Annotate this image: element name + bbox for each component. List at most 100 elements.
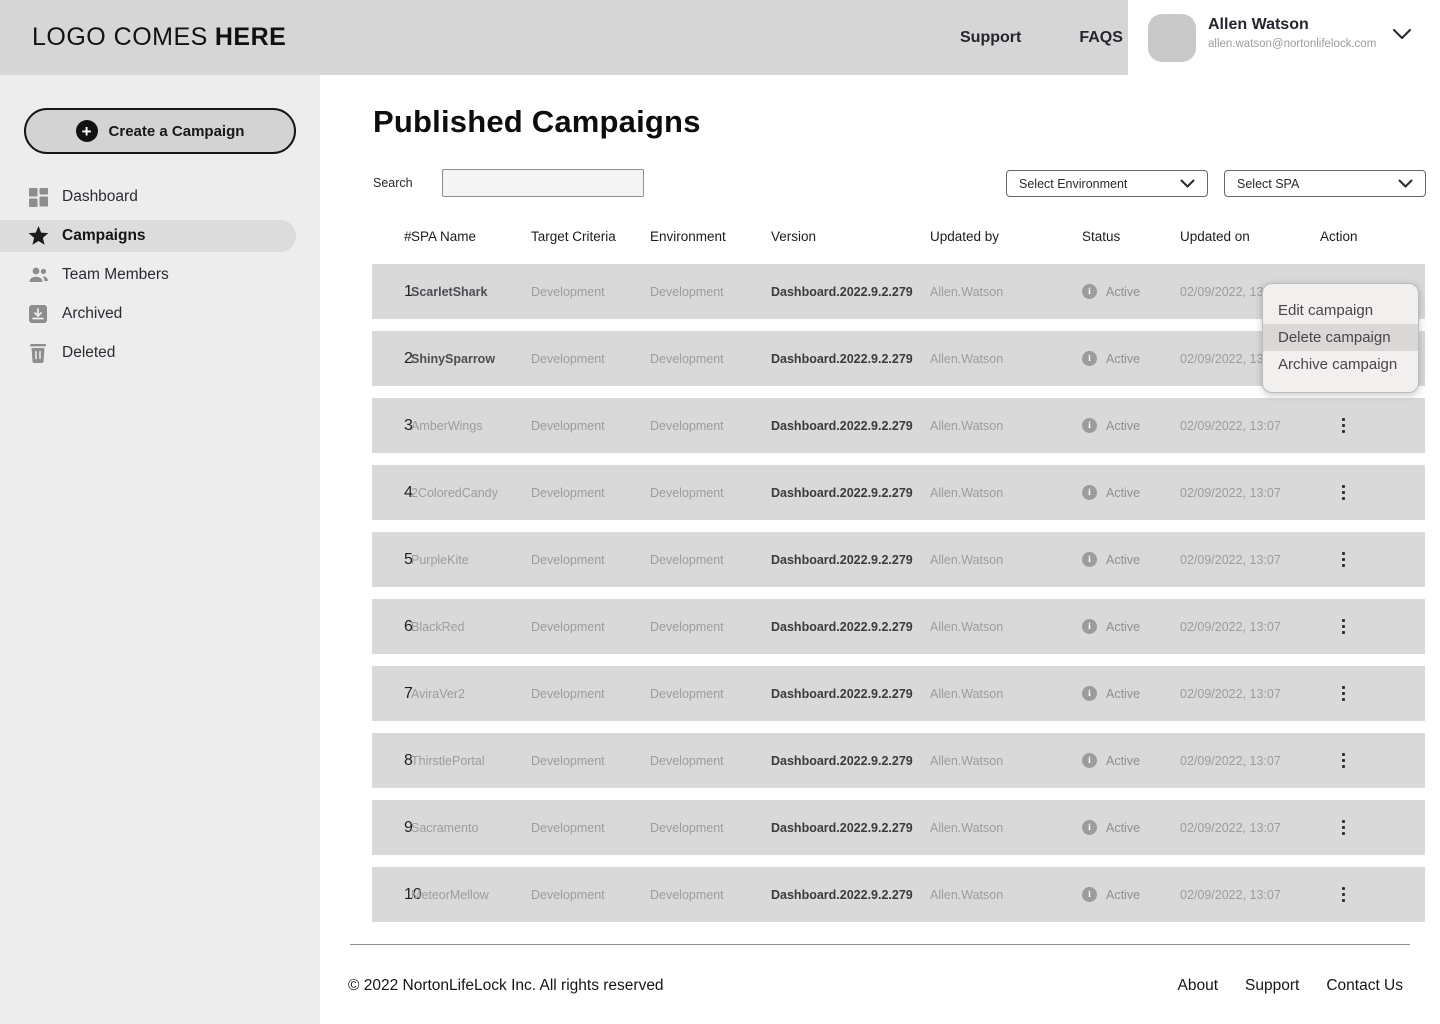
row-updated-by: Allen.Watson	[930, 485, 1004, 500]
status-text: Active	[1106, 552, 1141, 567]
row-updated-by: Allen.Watson	[930, 887, 1004, 902]
row-version: Dashboard.2022.9.2.279	[771, 619, 913, 634]
footer-links: About Support Contact Us	[1150, 977, 1403, 995]
menu-item-delete-campaign[interactable]: Delete campaign	[1263, 324, 1418, 351]
row-status: i Active	[1082, 485, 1180, 500]
row-environment: Development	[650, 686, 724, 701]
row-environment: Development	[650, 485, 724, 500]
kebab-menu-icon[interactable]	[1328, 545, 1358, 575]
row-number: 9	[404, 818, 413, 836]
row-updated-by: Allen.Watson	[930, 686, 1004, 701]
status-info-icon: i	[1082, 552, 1097, 567]
row-status: i Active	[1082, 552, 1180, 567]
row-target-criteria: Development	[531, 619, 605, 634]
search-input[interactable]	[441, 169, 644, 197]
column-header-version: Version	[771, 228, 817, 244]
column-header-updated-by: Updated by	[930, 228, 1000, 244]
nav-faqs-link[interactable]: FAQS	[1079, 28, 1123, 46]
row-status: i Active	[1082, 619, 1180, 634]
column-header-updated-on: Updated on	[1180, 228, 1250, 244]
row-version: Dashboard.2022.9.2.279	[771, 552, 913, 567]
row-environment: Development	[650, 351, 724, 366]
table-row: 8 ThirstlePortal Development Development…	[372, 733, 1425, 788]
row-updated-on: 02/09/2022, 13:07	[1180, 552, 1281, 567]
chevron-down-icon[interactable]	[1392, 28, 1412, 40]
row-status: i Active	[1082, 351, 1180, 366]
column-header-target-criteria: Target Criteria	[531, 228, 616, 244]
select-environment-dropdown[interactable]: Select Environment	[1006, 170, 1208, 197]
row-updated-by: Allen.Watson	[930, 351, 1004, 366]
table-row: 1 ScarletShark Development Development D…	[372, 264, 1425, 319]
create-campaign-button[interactable]: + Create a Campaign	[24, 108, 296, 154]
sidebar: + Create a Campaign Dashboard	[0, 75, 320, 1024]
sidebar-item-label: Deleted	[62, 344, 116, 361]
row-spa-name: BlackRed	[411, 619, 465, 634]
footer-link-about[interactable]: About	[1177, 977, 1219, 994]
status-info-icon: i	[1082, 351, 1097, 366]
sidebar-item-deleted[interactable]: Deleted	[0, 337, 320, 369]
row-version: Dashboard.2022.9.2.279	[771, 418, 913, 433]
sidebar-item-archived[interactable]: Archived	[0, 298, 320, 330]
row-spa-name: ScarletShark	[411, 284, 488, 299]
kebab-menu-icon[interactable]	[1328, 679, 1358, 709]
kebab-menu-icon[interactable]	[1328, 813, 1358, 843]
status-info-icon: i	[1082, 485, 1097, 500]
user-email: allen.watson@nortonlifelock.com	[1208, 38, 1377, 50]
row-number: 7	[404, 684, 413, 702]
search-row: Search	[373, 169, 644, 197]
row-number: 4	[404, 483, 413, 501]
row-action-cell	[1320, 411, 1392, 441]
sidebar-item-campaigns[interactable]: Campaigns	[0, 220, 296, 252]
status-info-icon: i	[1082, 887, 1097, 902]
row-updated-on: 02/09/2022, 13:07	[1180, 485, 1281, 500]
row-spa-name: ShinySparrow	[411, 351, 496, 366]
select-spa-dropdown[interactable]: Select SPA	[1224, 170, 1426, 197]
column-header-action: Action	[1320, 228, 1358, 244]
row-environment: Development	[650, 820, 724, 835]
page-title: Published Campaigns	[373, 104, 701, 139]
footer-link-support[interactable]: Support	[1245, 977, 1300, 994]
nav-support-link[interactable]: Support	[960, 28, 1022, 46]
row-status: i Active	[1082, 753, 1180, 768]
row-action-cell	[1320, 679, 1392, 709]
copyright-text: © 2022 NortonLifeLock Inc. All rights re…	[348, 977, 664, 994]
row-target-criteria: Development	[531, 552, 605, 567]
row-version: Dashboard.2022.9.2.279	[771, 887, 913, 902]
row-updated-on: 02/09/2022, 13:07	[1180, 887, 1281, 902]
user-menu[interactable]: Allen Watson allen.watson@nortonlifelock…	[1128, 0, 1440, 75]
row-spa-name: PurpleKite	[411, 552, 469, 567]
row-action-cell	[1320, 545, 1392, 575]
row-number: 2	[404, 349, 413, 367]
footer-link-contact-us[interactable]: Contact Us	[1326, 977, 1403, 994]
people-icon	[27, 264, 49, 286]
status-text: Active	[1106, 351, 1141, 366]
row-target-criteria: Development	[531, 686, 605, 701]
kebab-menu-icon[interactable]	[1328, 880, 1358, 910]
user-name: Allen Watson	[1208, 16, 1309, 33]
status-info-icon: i	[1082, 686, 1097, 701]
row-action-cell	[1320, 813, 1392, 843]
kebab-menu-icon[interactable]	[1328, 478, 1358, 508]
avatar[interactable]	[1148, 14, 1196, 62]
menu-item-archive-campaign[interactable]: Archive campaign	[1278, 356, 1398, 373]
row-spa-name: Sacramento	[411, 820, 479, 835]
row-updated-on: 02/09/2022, 13:07	[1180, 820, 1281, 835]
menu-item-edit-campaign[interactable]: Edit campaign	[1278, 302, 1374, 319]
row-version: Dashboard.2022.9.2.279	[771, 820, 913, 835]
table-row: 2 ShinySparrow Development Development D…	[372, 331, 1425, 386]
search-label: Search	[373, 176, 413, 190]
logo-text-bold: HERE	[214, 23, 287, 51]
status-text: Active	[1106, 284, 1141, 299]
sidebar-item-team-members[interactable]: Team Members	[0, 259, 320, 291]
row-status: i Active	[1082, 418, 1180, 433]
kebab-menu-icon[interactable]	[1328, 746, 1358, 776]
row-updated-on: 02/09/2022, 13:07	[1180, 686, 1281, 701]
sidebar-item-dashboard[interactable]: Dashboard	[0, 181, 320, 213]
kebab-menu-icon[interactable]	[1328, 411, 1358, 441]
kebab-menu-icon[interactable]	[1328, 612, 1358, 642]
star-icon	[27, 225, 49, 247]
status-text: Active	[1106, 753, 1141, 768]
select-environment-label: Select Environment	[1019, 176, 1128, 191]
logo: LOGO COMES HERE	[32, 0, 286, 75]
